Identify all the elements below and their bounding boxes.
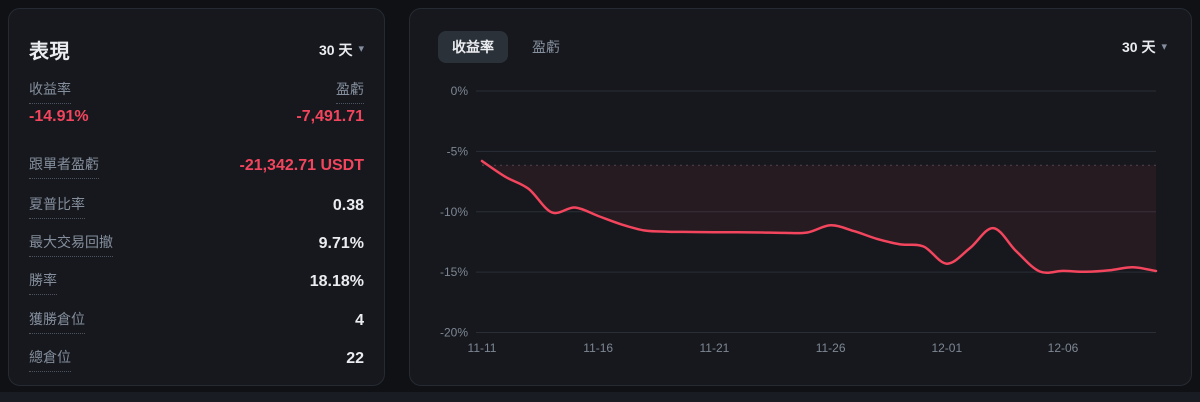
max-drawdown-value: 9.71% bbox=[318, 235, 364, 252]
chart-range-label: 30 天 bbox=[1122, 39, 1156, 55]
win-rate-label[interactable]: 勝率 bbox=[29, 270, 57, 295]
pnl-label[interactable]: 盈虧 bbox=[336, 79, 364, 104]
svg-text:12-01: 12-01 bbox=[931, 341, 962, 355]
win-rate-value: 18.18% bbox=[309, 273, 364, 290]
roi-value: -14.91% bbox=[29, 108, 89, 125]
next-section-edge bbox=[0, 392, 1200, 402]
summary-value-row: -14.91% -7,491.71 bbox=[29, 108, 364, 126]
stats-range-label: 30 天 bbox=[319, 41, 353, 58]
svg-text:11-26: 11-26 bbox=[816, 341, 846, 355]
summary-header-row: 收益率 盈虧 bbox=[29, 79, 364, 104]
copier-pnl-label[interactable]: 跟單者盈虧 bbox=[29, 154, 99, 179]
svg-text:-20%: -20% bbox=[440, 326, 468, 340]
svg-text:11-16: 11-16 bbox=[583, 341, 613, 355]
svg-text:12-06: 12-06 bbox=[1048, 341, 1079, 355]
sharpe-ratio-label[interactable]: 夏普比率 bbox=[29, 194, 85, 219]
pnl-value: -7,491.71 bbox=[296, 108, 364, 125]
tab-pnl[interactable]: 盈虧 bbox=[518, 31, 574, 63]
stats-rows: 跟單者盈虧 -21,342.71 USDT 夏普比率 0.38 最大交易回撤 9… bbox=[9, 9, 384, 385]
page-title: 表現 bbox=[29, 41, 70, 63]
sharpe-ratio-value: 0.38 bbox=[332, 197, 364, 214]
svg-text:0%: 0% bbox=[451, 84, 469, 98]
stat-row-copier-pnl: 跟單者盈虧 -21,342.71 USDT bbox=[29, 151, 364, 181]
performance-panel-header: 表現 30 天 ▾ bbox=[29, 35, 364, 64]
stats-range-dropdown[interactable]: 30 天 ▾ bbox=[319, 40, 364, 60]
max-drawdown-label[interactable]: 最大交易回撤 bbox=[29, 232, 113, 257]
tab-roi[interactable]: 收益率 bbox=[438, 31, 508, 63]
winning-positions-value: 4 bbox=[355, 312, 364, 329]
total-positions-label[interactable]: 總倉位 bbox=[29, 347, 71, 372]
svg-text:-10%: -10% bbox=[440, 205, 468, 219]
total-positions-value: 22 bbox=[346, 350, 364, 367]
chart-tabs: 收益率 盈虧 bbox=[438, 31, 574, 63]
svg-text:-5%: -5% bbox=[447, 144, 469, 158]
winning-positions-label[interactable]: 獲勝倉位 bbox=[29, 309, 85, 334]
performance-stats-panel: 表現 30 天 ▾ 收益率 盈虧 -14.91% -7,491.71 跟單者盈虧… bbox=[8, 8, 385, 386]
roi-label[interactable]: 收益率 bbox=[29, 79, 71, 104]
chevron-down-icon: ▾ bbox=[1161, 40, 1167, 53]
roi-chart-panel: 收益率 盈虧 30 天 ▾ 0% -5% -10% -15% -20% 11-11 11-1… bbox=[409, 8, 1192, 386]
stat-row-max-drawdown: 最大交易回撤 9.71% bbox=[29, 229, 364, 259]
stat-row-sharpe-ratio: 夏普比率 0.38 bbox=[29, 191, 364, 221]
copier-pnl-value: -21,342.71 USDT bbox=[239, 157, 364, 174]
chevron-down-icon: ▾ bbox=[358, 43, 364, 55]
roi-line-chart[interactable]: 0% -5% -10% -15% -20%11-11 11-16 11-21 11-26 12-… bbox=[410, 9, 1193, 388]
chart-range-dropdown[interactable]: 30 天 ▾ bbox=[1122, 37, 1167, 57]
svg-text:-15%: -15% bbox=[440, 265, 468, 279]
stat-row-win-rate: 勝率 18.18% bbox=[29, 267, 364, 297]
svg-text:11-11: 11-11 bbox=[468, 341, 497, 355]
chart-panel-header: 收益率 盈虧 30 天 ▾ bbox=[438, 31, 1167, 63]
svg-text:11-21: 11-21 bbox=[699, 341, 729, 355]
stat-row-winning-positions: 獲勝倉位 4 bbox=[29, 306, 364, 336]
stat-row-total-positions: 總倉位 22 bbox=[29, 344, 364, 374]
